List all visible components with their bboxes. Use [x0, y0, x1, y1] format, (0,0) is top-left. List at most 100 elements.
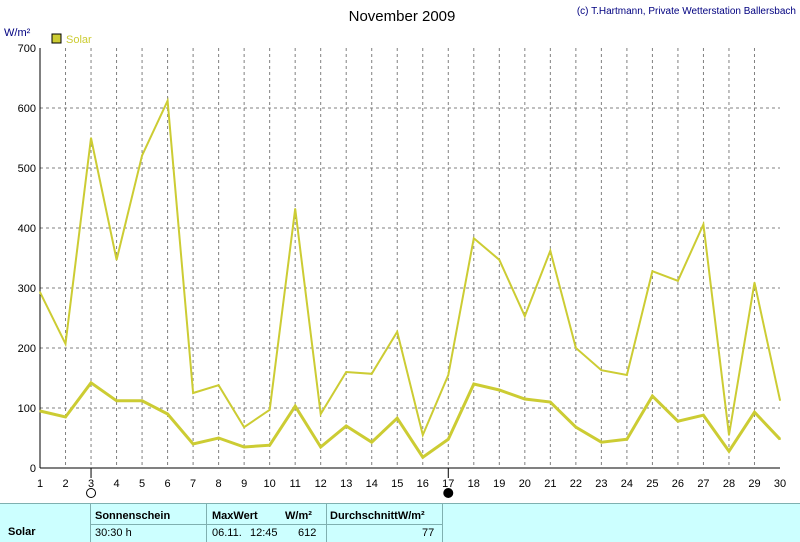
- average-value: 77: [422, 527, 435, 539]
- x-tick-label: 6: [165, 478, 171, 490]
- data-point-max: [651, 270, 654, 273]
- x-tick-label: 2: [62, 478, 68, 490]
- data-point-max: [677, 280, 679, 282]
- data-point-avg: [651, 395, 654, 397]
- data-point-max: [421, 434, 424, 436]
- x-tick-label: 8: [216, 478, 222, 490]
- data-point-max: [243, 426, 245, 429]
- data-point-max: [498, 259, 501, 261]
- legend-swatch: [51, 33, 62, 44]
- x-tick-label: 22: [570, 478, 582, 490]
- series-layer: [39, 96, 782, 460]
- x-tick-label: 25: [646, 478, 658, 490]
- data-point-avg: [294, 405, 296, 408]
- y-tick-label: 0: [30, 463, 36, 475]
- x-tick-label: 27: [697, 478, 709, 490]
- data-point-max: [549, 250, 552, 252]
- data-point-max: [728, 434, 730, 436]
- x-tick-label: 10: [264, 478, 276, 490]
- data-point-max: [626, 374, 628, 376]
- data-point-max: [370, 373, 373, 375]
- y-tick-label: 100: [18, 403, 36, 415]
- moon-markers: [86, 468, 454, 498]
- data-point-avg: [447, 438, 450, 441]
- data-point-avg: [345, 425, 348, 427]
- x-tick-label: 17: [442, 478, 454, 490]
- data-point-max: [166, 100, 169, 102]
- data-point-avg: [319, 446, 322, 448]
- x-tick-label: 11: [289, 478, 300, 490]
- new-moon-icon: [443, 488, 454, 498]
- data-point-avg: [370, 441, 373, 444]
- x-axis-ticks: 1 2 3 4 5 6 7 8 9 10 11 12 13 14 15 16 17 18 19 20 21 22 23 24 2…: [37, 478, 786, 490]
- data-point-max: [702, 223, 705, 226]
- y-axis-ticks: 0 100 200 300 400 500 600 700: [18, 43, 36, 475]
- data-point-max: [396, 331, 399, 333]
- data-point-avg: [498, 389, 501, 391]
- data-point-avg: [166, 413, 169, 415]
- x-tick-label: 29: [748, 478, 760, 490]
- x-tick-label: 16: [417, 478, 429, 490]
- average-header: DurchschnittW/m²: [330, 510, 425, 522]
- data-point-max: [294, 208, 296, 210]
- data-point-avg: [600, 441, 603, 444]
- data-point-max: [753, 281, 756, 284]
- data-point-avg: [243, 446, 245, 448]
- data-point-max: [90, 137, 92, 139]
- data-point-max: [141, 154, 143, 157]
- data-point-avg: [268, 444, 271, 447]
- y-tick-label: 400: [18, 223, 36, 235]
- data-point-max: [345, 371, 348, 373]
- x-tick-label: 5: [139, 478, 145, 490]
- series-line-max: [39, 96, 781, 439]
- data-point-max: [779, 399, 781, 402]
- data-point-avg: [217, 437, 220, 439]
- data-point-avg: [115, 400, 118, 402]
- data-point-avg: [626, 438, 628, 441]
- data-point-avg: [677, 420, 679, 423]
- max-header: MaxWert: [212, 510, 258, 522]
- chart-title: November 2009: [349, 8, 456, 25]
- data-point-max: [575, 347, 577, 349]
- chart-credit: (c) T.Hartmann, Private Wetterstation Ba…: [577, 6, 796, 17]
- data-point-avg: [728, 450, 730, 453]
- data-point-avg: [753, 411, 756, 414]
- x-tick-label: 4: [113, 478, 119, 490]
- data-point-avg: [779, 438, 781, 441]
- data-point-avg: [192, 443, 194, 445]
- legend-label: Solar: [66, 34, 92, 46]
- sunshine-value: 30:30 h: [95, 527, 132, 539]
- data-point-max: [64, 343, 67, 345]
- series-line-avg: [39, 380, 782, 460]
- max-date: 06.11.: [212, 527, 242, 539]
- x-tick-label: 7: [190, 478, 196, 490]
- x-tick-label: 20: [519, 478, 531, 490]
- x-tick-label: 13: [340, 478, 352, 490]
- x-tick-label: 14: [366, 478, 378, 490]
- y-tick-label: 600: [18, 103, 36, 115]
- data-point-avg: [575, 426, 577, 429]
- x-tick-label: 21: [544, 478, 556, 490]
- data-point-max: [447, 374, 450, 376]
- x-tick-label: 3: [88, 478, 94, 490]
- data-point-avg: [396, 417, 399, 420]
- x-tick-label: 1: [37, 478, 43, 490]
- stats-panel: Solar Sonnenschein 30:30 h MaxWert W/m² …: [0, 503, 800, 542]
- data-point-avg: [64, 416, 67, 418]
- data-point-avg: [141, 400, 143, 402]
- y-axis-unit: W/m²: [4, 27, 31, 39]
- data-point-max: [39, 291, 41, 294]
- x-tick-label: 18: [468, 478, 480, 490]
- data-point-max: [217, 384, 220, 387]
- x-tick-label: 23: [595, 478, 607, 490]
- max-time: 12:45: [250, 527, 278, 539]
- data-point-max: [524, 315, 526, 318]
- data-point-avg: [90, 382, 92, 384]
- x-tick-label: 15: [391, 478, 403, 490]
- sunshine-header: Sonnenschein: [95, 510, 171, 522]
- data-point-avg: [524, 398, 526, 400]
- y-tick-label: 300: [18, 283, 36, 295]
- data-point-max: [268, 409, 271, 411]
- chart: November 2009 (c) T.Hartmann, Private We…: [4, 6, 796, 498]
- data-point-max: [319, 413, 322, 415]
